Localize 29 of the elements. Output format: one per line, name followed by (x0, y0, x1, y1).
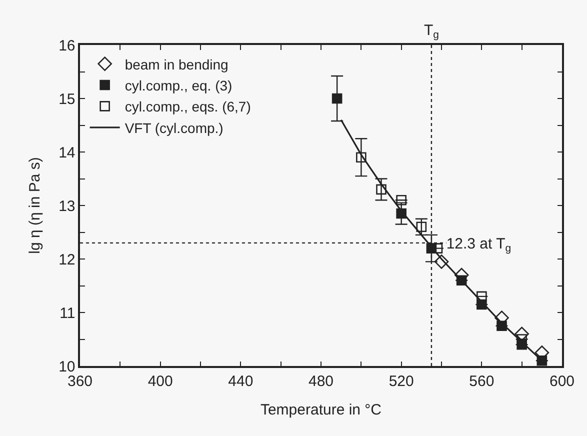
x-tick-label: 480 (308, 372, 334, 390)
legend-label: cyl.comp., eq. (3) (124, 77, 232, 94)
point (376, 184, 386, 195)
x-tick-label: 520 (388, 372, 414, 390)
y-tick-label: 13 (58, 198, 76, 215)
y-tick-label: 11 (60, 304, 76, 322)
ref-line-label: T$_{g}$ (424, 22, 440, 41)
point (476, 291, 487, 302)
y-tick-label: 10 (58, 358, 76, 376)
ref-line-label: 12.3 at T$_{g}$ (446, 235, 512, 255)
point (396, 208, 406, 219)
legend-label: beam in bending (124, 56, 228, 72)
y-axis-title: lg η (η in Pa s) (26, 157, 44, 254)
point (432, 243, 443, 254)
legend-label: cyl.comp., eqs. (6,7) (124, 98, 251, 115)
x-tick-label: 600 (549, 372, 575, 390)
point (434, 254, 449, 269)
x-axis-title: Temperature in °C (260, 401, 382, 418)
y-tick-label: 16 (58, 37, 76, 54)
x-tick-label: 400 (148, 372, 173, 390)
legend-label: VFT (cyl.comp.) (124, 120, 224, 136)
x-tick-label: 440 (228, 372, 254, 390)
x-tick-label: 360 (67, 372, 93, 390)
y-tick-label: 14 (58, 144, 76, 162)
y-tick-label: 12 (58, 251, 76, 268)
y-tick-label: 15 (58, 90, 76, 108)
point (356, 152, 366, 162)
x-tick-label: 560 (469, 372, 494, 390)
point (332, 93, 342, 104)
